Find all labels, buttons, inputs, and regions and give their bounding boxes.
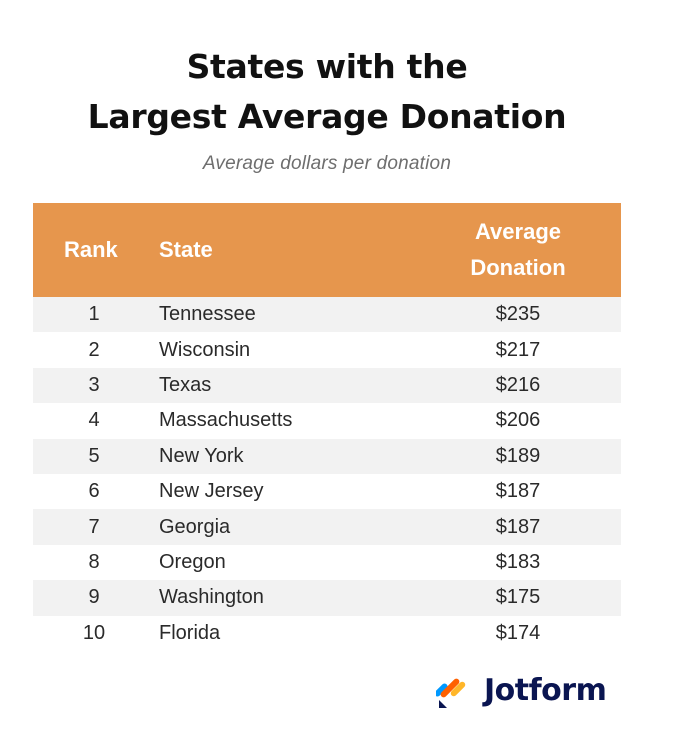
rank-cell: 6 <box>88 480 100 503</box>
donation-cell: $187 <box>495 515 541 538</box>
table-row: 3 Texas $216 <box>33 367 621 404</box>
donation-cell: $235 <box>495 303 541 326</box>
jotform-wordmark: Jotform <box>484 672 607 708</box>
state-cell: Texas <box>159 373 212 396</box>
rank-cell: 7 <box>88 515 100 538</box>
table-row: 8 Oregon $183 <box>33 544 621 581</box>
donation-cell: $216 <box>495 373 541 396</box>
rank-cell: 5 <box>88 444 100 467</box>
rank-cell: 3 <box>88 373 100 396</box>
donation-cell: $175 <box>495 586 541 609</box>
state-cell: Georgia <box>159 515 231 538</box>
rank-cell: 4 <box>88 409 100 432</box>
table-row: 4 Massachusetts $206 <box>33 403 621 439</box>
jotform-logo: Jotform <box>436 668 607 712</box>
state-cell: Washington <box>159 586 264 609</box>
page-title-line-2: Largest Average Donation <box>87 97 567 136</box>
header-average-line-1: Average <box>474 219 561 244</box>
header-state: State <box>159 237 213 262</box>
table-row: 2 Wisconsin $217 <box>33 332 621 368</box>
jotform-logo-icon <box>436 678 466 708</box>
state-cell: Massachusetts <box>159 409 293 432</box>
table-row: 10 Florida $174 <box>33 615 621 651</box>
rank-cell: 1 <box>88 303 100 326</box>
table-row: 1 Tennessee $235 <box>33 297 621 333</box>
table-row: 7 Georgia $187 <box>33 509 621 545</box>
table-row: 9 Washington $175 <box>33 580 621 616</box>
state-cell: Tennessee <box>159 303 256 326</box>
donation-cell: $183 <box>495 550 541 573</box>
rank-cell: 10 <box>82 621 106 644</box>
header-average-donation: Average Donation <box>458 203 578 297</box>
state-cell: Florida <box>159 621 221 644</box>
donation-cell: $174 <box>495 621 541 644</box>
donation-cell: $187 <box>495 480 541 503</box>
state-cell: New York <box>159 444 244 467</box>
table-row: 5 New York $189 <box>33 438 621 474</box>
donation-table: Rank State Average Donation 1 Tennessee … <box>33 203 621 651</box>
state-cell: New Jersey <box>159 480 264 503</box>
table-body: 1 Tennessee $235 2 Wisconsin $217 3 Texa… <box>33 297 621 651</box>
state-cell: Oregon <box>159 550 226 573</box>
page-subtitle: Average dollars per donation <box>202 153 452 174</box>
chart-title-block: States with the Largest Average Donation… <box>0 42 654 175</box>
donation-cell: $189 <box>495 444 541 467</box>
table-header: Rank State Average Donation <box>33 203 621 297</box>
rank-cell: 9 <box>88 586 100 609</box>
rank-cell: 2 <box>88 338 100 361</box>
donation-cell: $206 <box>495 409 541 432</box>
header-rank: Rank <box>64 237 118 262</box>
header-average-line-2: Donation <box>470 255 566 280</box>
donation-cell: $217 <box>495 338 541 361</box>
state-cell: Wisconsin <box>159 338 251 361</box>
rank-cell: 8 <box>88 550 100 573</box>
page-title-line-1: States with the <box>186 47 468 86</box>
table-row: 6 New Jersey $187 <box>33 473 621 510</box>
